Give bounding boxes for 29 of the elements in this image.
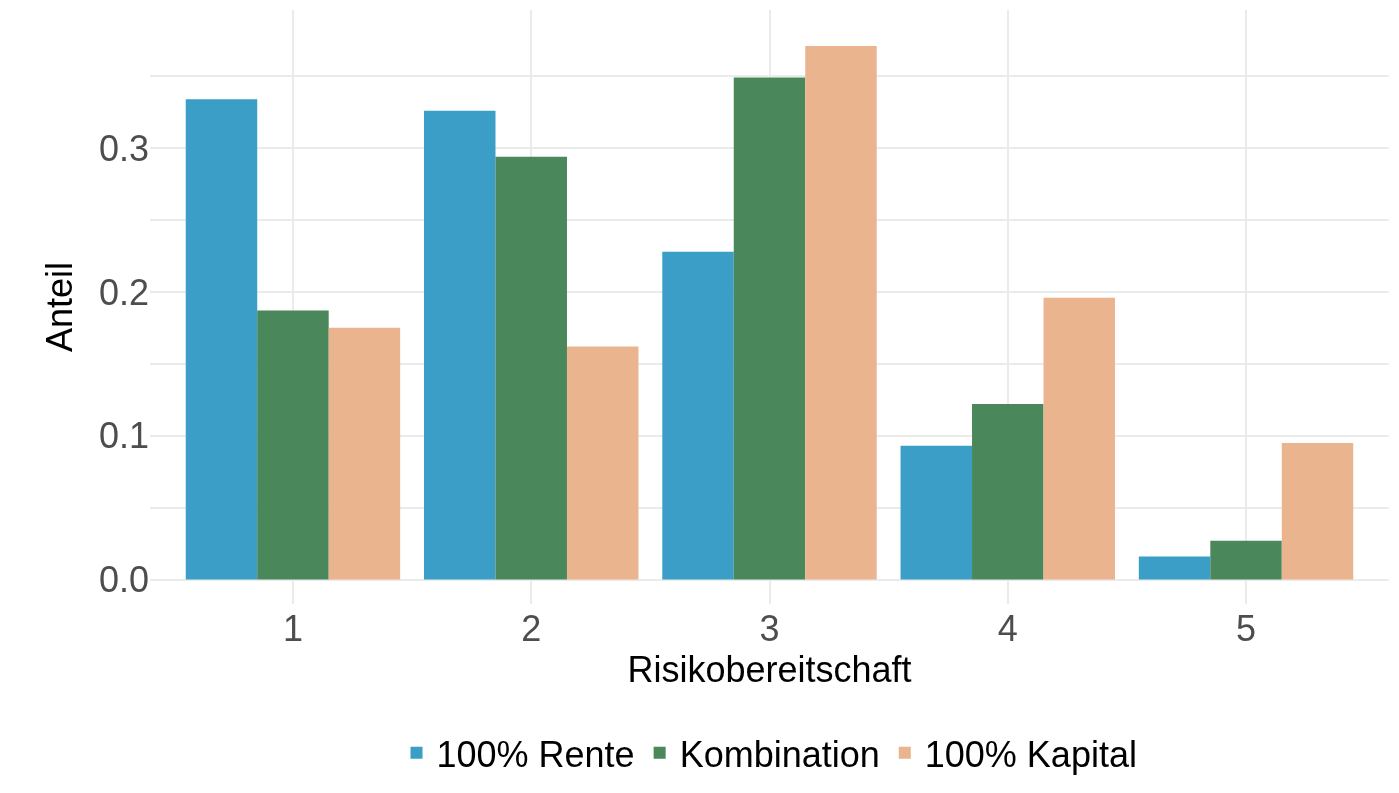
bar (328, 327, 401, 580)
bar (257, 310, 329, 580)
legend-label: Kombination (679, 733, 880, 775)
bar (1210, 540, 1282, 580)
bar (972, 404, 1044, 580)
x-tick-label: 2 (521, 608, 542, 649)
bar (662, 251, 734, 580)
x-tick-label: 3 (759, 608, 780, 649)
y-tick-label: 0.3 (98, 127, 149, 169)
legend-label: 100% Rente (436, 733, 635, 775)
bar (424, 110, 496, 580)
bar (185, 99, 258, 580)
bar (1043, 297, 1115, 580)
y-axis-title: Anteil (38, 261, 80, 353)
y-tick-label: 0.1 (98, 415, 149, 457)
y-tick-label: 0.2 (98, 271, 149, 313)
x-tick-label: 5 (1236, 608, 1257, 649)
y-tick-label: 0.0 (98, 559, 149, 601)
bar (805, 45, 877, 580)
x-tick-label: 1 (282, 608, 303, 649)
bar (1281, 442, 1354, 580)
bar (733, 77, 806, 580)
legend-label: 100% Kapital (924, 733, 1137, 775)
bar (566, 346, 639, 580)
bar (495, 156, 567, 580)
bar (1138, 556, 1211, 580)
x-axis-title: Risikobereitschaft (627, 649, 912, 690)
bar (900, 445, 973, 580)
x-tick-label: 4 (997, 608, 1018, 649)
